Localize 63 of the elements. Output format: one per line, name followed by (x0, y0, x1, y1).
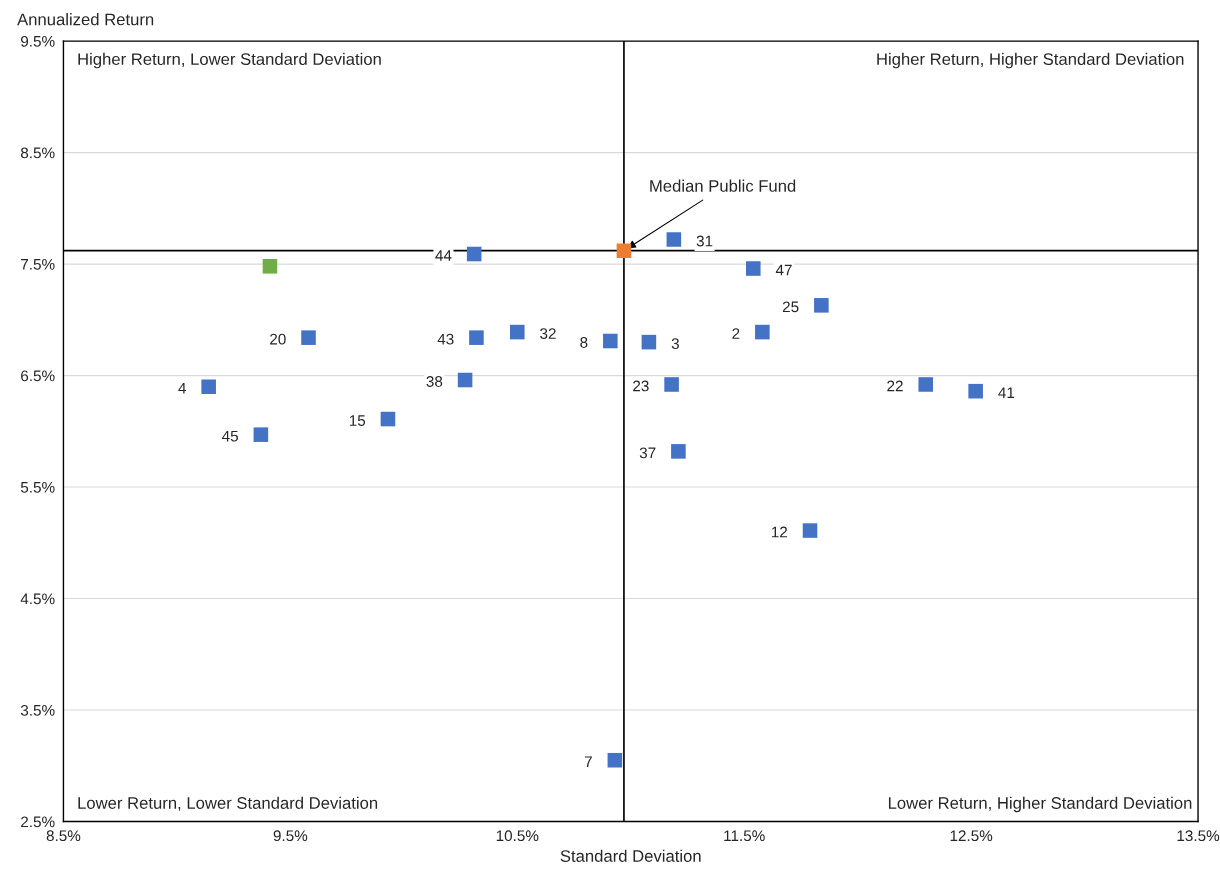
x-tick-label: 11.5% (724, 830, 765, 842)
point (666, 232, 682, 247)
y-tick-label: 2.5% (21, 816, 55, 828)
y-axis-title: Annualized Return (17, 13, 154, 26)
annotation: Lower Return, Higher Standard Deviation (888, 796, 1192, 813)
x-tick-label: 9.5% (273, 830, 308, 842)
annotation: 7 (584, 756, 592, 767)
x-tick-label: 10.5% (496, 830, 539, 842)
point (745, 261, 761, 276)
annotation: 15 (349, 415, 366, 426)
point (457, 372, 473, 388)
annotation: Higher Return, Higher Standard Deviation (877, 52, 1184, 69)
point (918, 377, 934, 392)
point (664, 377, 679, 392)
x-axis-title: Standard Deviation (560, 849, 701, 862)
point (607, 752, 623, 768)
y-tick-label: 7.5% (21, 259, 55, 270)
point (616, 243, 632, 258)
annotation: Higher Return, Lower Standard Deviation (78, 52, 381, 69)
x-tick-label: 12.5% (950, 830, 993, 842)
point (968, 383, 983, 399)
annotation: Median Public Fund (650, 179, 796, 192)
annotation: 38 (426, 376, 443, 387)
annotation: 12 (771, 526, 788, 538)
annotation: 32 (540, 328, 556, 339)
point (201, 379, 216, 394)
annotation: 43 (437, 333, 454, 345)
y-tick-label: 9.5% (21, 35, 55, 47)
point (301, 330, 316, 345)
point (469, 330, 484, 345)
annotation: 2 (732, 328, 740, 339)
point (814, 298, 829, 313)
annotation: 25 (782, 301, 799, 313)
y-tick-label: 6.5% (21, 370, 55, 382)
annotation: 45 (222, 430, 238, 442)
annotation: 47 (775, 264, 792, 276)
point (510, 324, 525, 340)
point (466, 246, 482, 262)
annotation: 41 (998, 387, 1015, 398)
point (603, 333, 618, 349)
annotation: 22 (887, 380, 903, 392)
y-tick-label: 8.5% (20, 147, 55, 159)
annotation: 23 (633, 380, 649, 392)
y-tick-label: 5.5% (20, 482, 55, 493)
annotation: 20 (270, 333, 286, 345)
annotation: 3 (671, 338, 679, 349)
point (380, 411, 396, 427)
annotation: 31 (696, 235, 713, 247)
point (671, 444, 686, 459)
annotation: Lower Return, Lower Standard Deviation (78, 796, 378, 811)
annotation: 4 (178, 382, 186, 394)
annotation: 37 (639, 447, 656, 459)
point (641, 334, 657, 350)
point (253, 427, 269, 442)
point (262, 259, 278, 274)
x-tick-label: 13.5% (1177, 830, 1220, 842)
annotation: 8 (580, 337, 588, 348)
y-tick-label: 4.5% (20, 593, 55, 605)
point (802, 523, 818, 538)
point (755, 324, 770, 340)
y-tick-label: 3.5% (20, 704, 55, 716)
x-tick-label: 8.5% (46, 830, 81, 842)
annotation: 44 (435, 250, 452, 261)
